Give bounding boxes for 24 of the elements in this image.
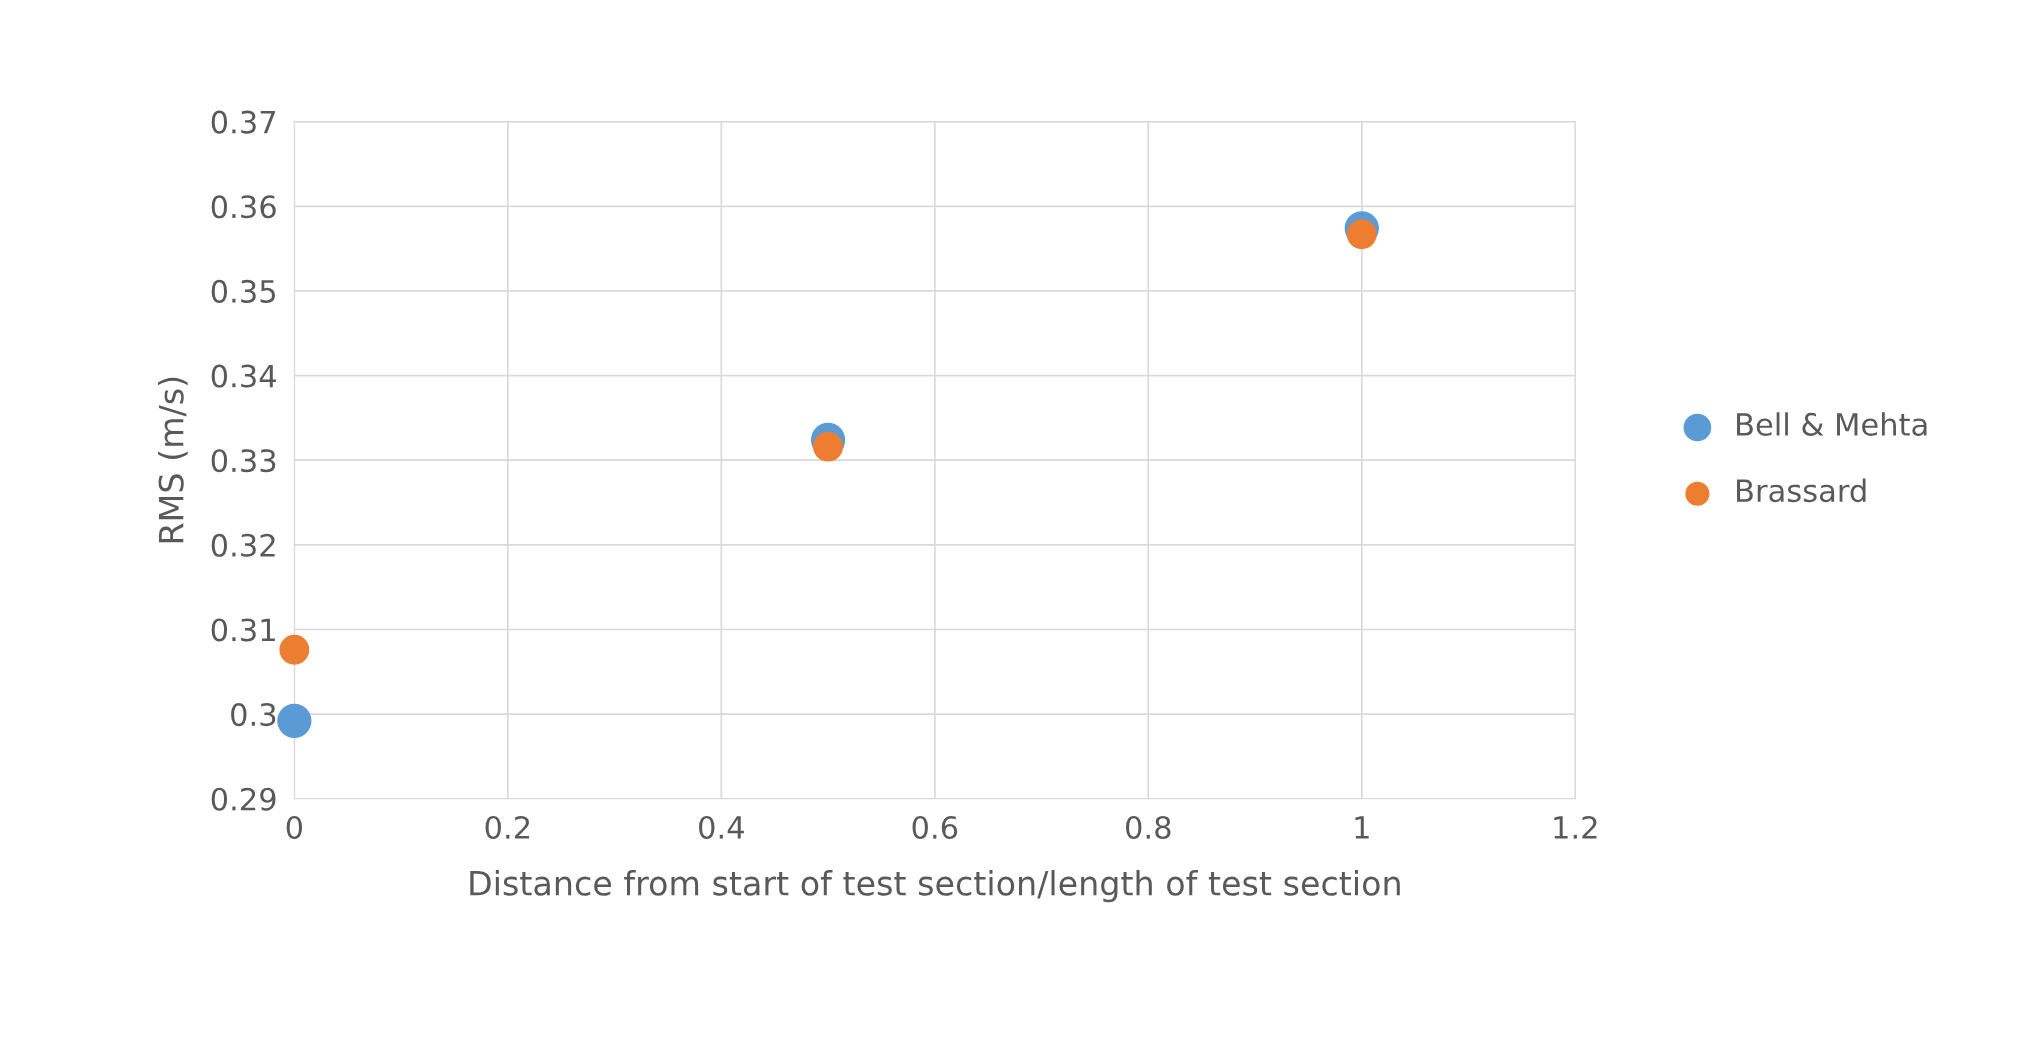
- y-tick-label: 0.34: [211, 364, 276, 388]
- y-tick-label: 0.32: [211, 533, 275, 557]
- y-tick-label: 0.3: [231, 703, 276, 727]
- point: [813, 431, 843, 462]
- point: [1346, 219, 1377, 250]
- y-axis-title: RMS (m/s): [157, 377, 188, 543]
- y-tick-label: 0.33: [211, 449, 276, 473]
- x-axis-title: Distance from start of test section/length of test section: [470, 869, 1400, 903]
- x-tick-label: 1.2: [1554, 815, 1597, 839]
- x-tick-label: 0: [286, 815, 303, 840]
- y-tick-label: 0.31: [211, 618, 275, 642]
- y-tick-label: 0.37: [211, 110, 276, 134]
- y-tick-label: 0.36: [211, 195, 276, 219]
- point: [277, 703, 312, 738]
- x-tick-label: 0.6: [912, 815, 958, 840]
- y-tick-label: 0.29: [211, 787, 276, 811]
- legend-label: Bell & Mehta: [1737, 412, 1927, 436]
- x-tick-label: 0.4: [699, 815, 744, 840]
- y-tick-label: 0.35: [211, 279, 276, 303]
- point: [279, 634, 310, 665]
- x-tick-label: 1: [1355, 816, 1369, 839]
- x-tick-label: 0.8: [1126, 815, 1171, 840]
- legend-label: Brassard: [1737, 478, 1866, 503]
- x-tick-label: 0.2: [485, 815, 530, 840]
